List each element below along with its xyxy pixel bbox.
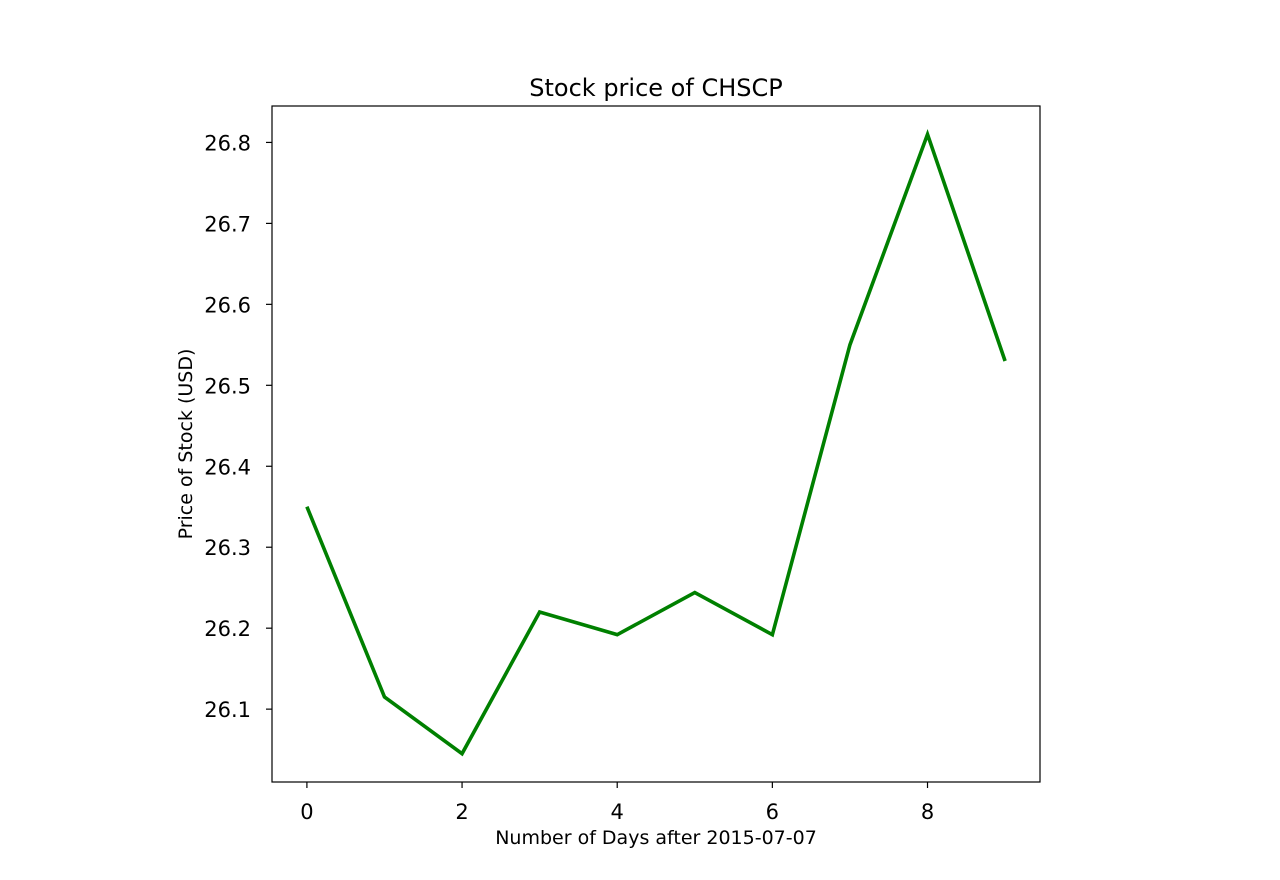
x-tick-label: 2 (455, 800, 468, 824)
plot-frame (271, 105, 1041, 783)
series-layer (305, 128, 1007, 757)
y-tick-label: 26.8 (204, 131, 251, 155)
x-tick-label: 8 (921, 800, 934, 824)
y-axis-title: Price of Stock (USD) (175, 349, 197, 540)
y-tick-label: 26.6 (204, 293, 251, 317)
x-tick-label: 4 (611, 800, 624, 824)
y-tick-label: 26.7 (204, 212, 251, 236)
y-tick-label: 26.4 (204, 455, 251, 479)
y-tick-label: 26.3 (204, 536, 251, 560)
series-line-0 (305, 128, 1007, 757)
x-tick-label: 6 (766, 800, 779, 824)
y-axis-ticks: 26.1 26.2 26.3 26.4 26.5 26.6 26.7 26.8 (204, 131, 272, 722)
x-tick-label: 0 (300, 800, 313, 824)
x-axis-title: Number of Days after 2015-07-07 (495, 827, 817, 849)
chart-title: Stock price of CHSCP (529, 74, 782, 102)
y-tick-label: 26.1 (204, 698, 251, 722)
x-axis-ticks: 0 2 4 6 8 (300, 782, 934, 824)
y-tick-label: 26.5 (204, 374, 251, 398)
y-tick-label: 26.2 (204, 617, 251, 641)
